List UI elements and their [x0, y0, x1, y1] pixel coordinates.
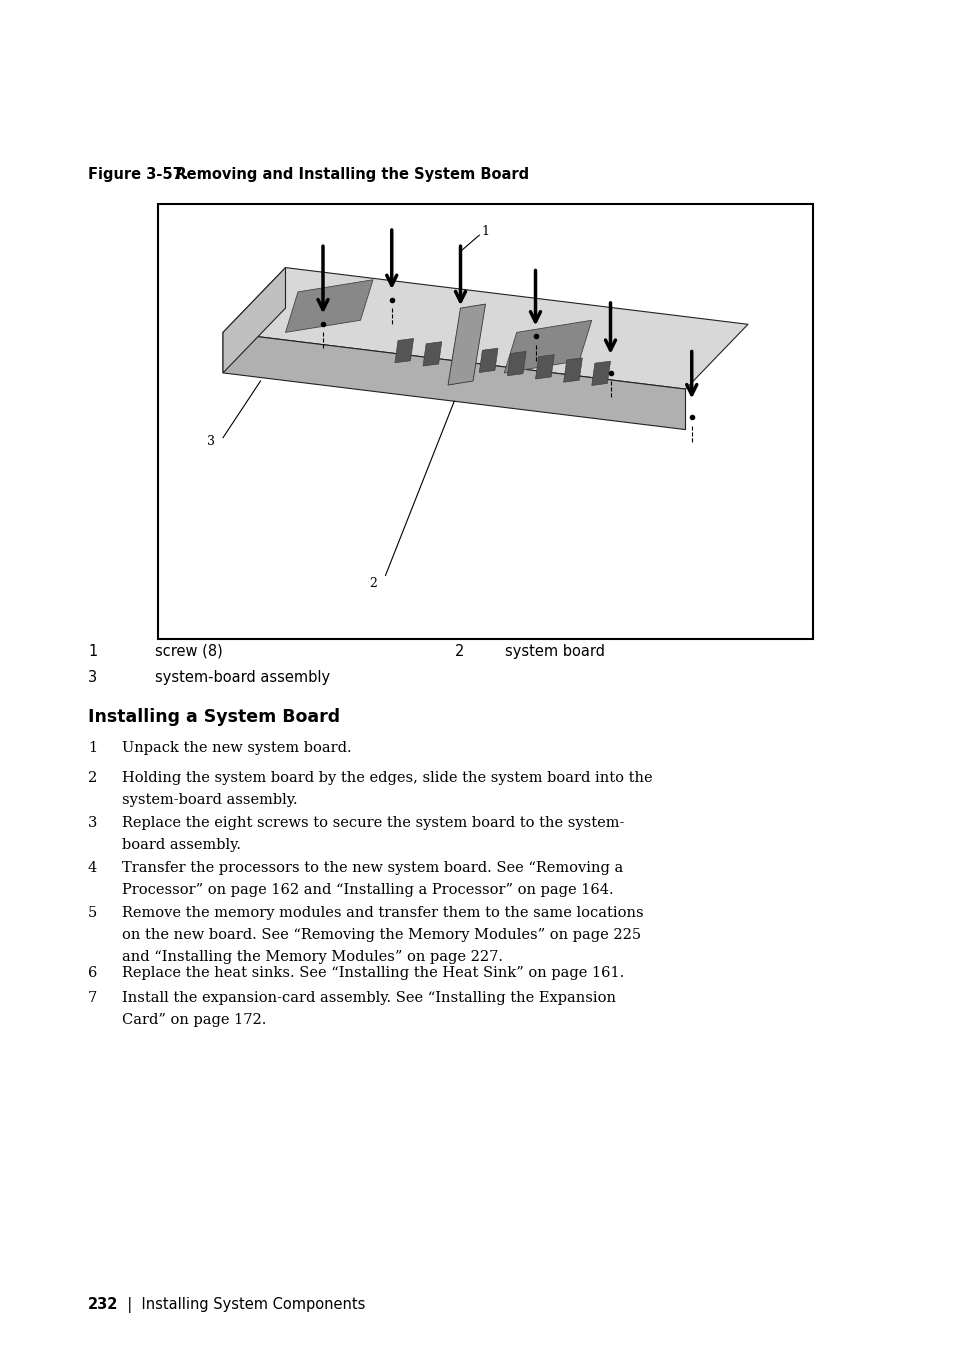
Text: on the new board. See “Removing the Memory Modules” on page 225: on the new board. See “Removing the Memo…: [122, 927, 640, 942]
Text: 2: 2: [455, 645, 464, 659]
Text: Install the expansion-card assembly. See “Installing the Expansion: Install the expansion-card assembly. See…: [122, 991, 616, 1005]
Text: Figure 3-57.: Figure 3-57.: [88, 167, 188, 181]
Text: 6: 6: [88, 965, 97, 980]
Text: 1: 1: [481, 225, 489, 238]
Polygon shape: [223, 332, 685, 429]
Text: 7: 7: [88, 991, 97, 1005]
Polygon shape: [285, 280, 373, 332]
Text: system-board assembly.: system-board assembly.: [122, 793, 297, 807]
Text: 4: 4: [88, 861, 97, 875]
Text: 1: 1: [88, 741, 97, 756]
Polygon shape: [478, 348, 497, 372]
Text: Replace the heat sinks. See “Installing the Heat Sink” on page 161.: Replace the heat sinks. See “Installing …: [122, 965, 623, 980]
Polygon shape: [535, 355, 554, 379]
Bar: [158, 204, 812, 639]
Text: 3: 3: [88, 670, 97, 685]
Text: |  Installing System Components: | Installing System Components: [118, 1297, 365, 1313]
Text: Unpack the new system board.: Unpack the new system board.: [122, 741, 352, 756]
Text: screw (8): screw (8): [154, 645, 222, 659]
Text: Card” on page 172.: Card” on page 172.: [122, 1013, 266, 1026]
Polygon shape: [395, 338, 414, 363]
Polygon shape: [591, 362, 610, 386]
Text: 3: 3: [88, 816, 97, 830]
Polygon shape: [504, 321, 591, 372]
Polygon shape: [422, 341, 441, 366]
Text: Removing and Installing the System Board: Removing and Installing the System Board: [160, 167, 529, 181]
Text: 5: 5: [88, 906, 97, 919]
Text: 1: 1: [88, 645, 97, 659]
Text: Processor” on page 162 and “Installing a Processor” on page 164.: Processor” on page 162 and “Installing a…: [122, 883, 613, 896]
Text: board assembly.: board assembly.: [122, 838, 241, 852]
Polygon shape: [451, 345, 470, 370]
Text: 232: 232: [88, 1297, 118, 1312]
Text: Installing a System Board: Installing a System Board: [88, 708, 340, 726]
Text: Transfer the processors to the new system board. See “Removing a: Transfer the processors to the new syste…: [122, 861, 622, 875]
Polygon shape: [448, 305, 485, 385]
Text: Replace the eight screws to secure the system board to the system-: Replace the eight screws to secure the s…: [122, 816, 623, 830]
Polygon shape: [563, 357, 581, 382]
Text: system-board assembly: system-board assembly: [154, 670, 330, 685]
Text: 2: 2: [88, 770, 97, 785]
Text: system board: system board: [504, 645, 604, 659]
Text: 2: 2: [369, 577, 376, 590]
Polygon shape: [507, 352, 525, 375]
Polygon shape: [223, 268, 747, 389]
Text: Holding the system board by the edges, slide the system board into the: Holding the system board by the edges, s…: [122, 770, 652, 785]
Text: 3: 3: [206, 435, 214, 448]
Text: Remove the memory modules and transfer them to the same locations: Remove the memory modules and transfer t…: [122, 906, 643, 919]
Polygon shape: [223, 268, 285, 372]
Text: and “Installing the Memory Modules” on page 227.: and “Installing the Memory Modules” on p…: [122, 951, 502, 964]
